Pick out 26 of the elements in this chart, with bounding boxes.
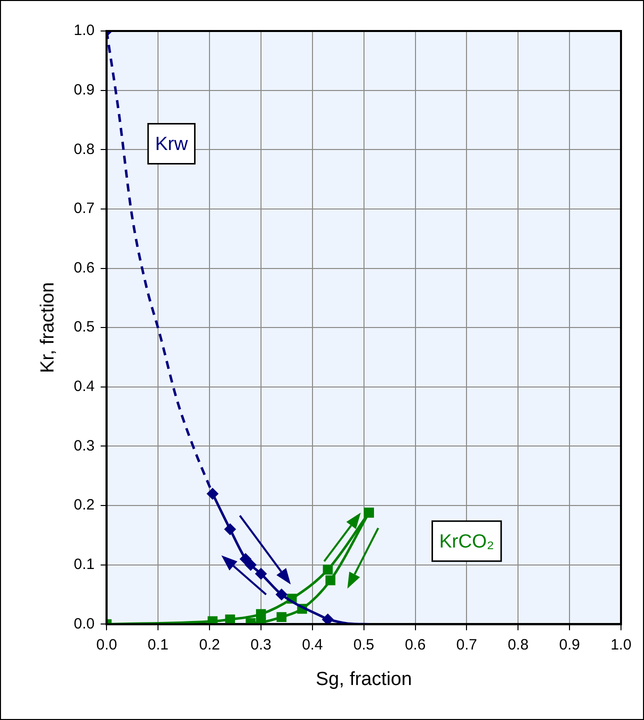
y-tick-label: 0.1 (74, 556, 95, 574)
x-tick-label: 0.9 (559, 636, 580, 654)
x-tick-label: 0.2 (199, 636, 220, 654)
x-tick-label: 0.8 (508, 636, 529, 654)
x-tick-label: 0.5 (353, 636, 374, 654)
x-tick-label: 0.3 (250, 636, 272, 654)
x-tick-label: 0.1 (148, 636, 169, 654)
x-tick-label: 0.0 (96, 636, 118, 654)
x-tick-label: 0.6 (404, 636, 426, 654)
y-tick-label: 0.5 (74, 318, 95, 336)
y-tick-label: 1.0 (74, 22, 95, 40)
x-axis-title: Sg, fraction (316, 668, 412, 690)
y-axis-title: Kr, fraction (38, 282, 59, 374)
y-tick-label: 0.4 (74, 378, 95, 396)
text: Krw (155, 134, 188, 155)
y-tick-label: 0.6 (74, 259, 95, 276)
y-tick-label: 0.2 (74, 496, 95, 514)
y-tick-label: 0.9 (74, 81, 95, 98)
y-tick-label: 0.8 (74, 140, 95, 158)
y-tick-label: 0.7 (74, 200, 95, 218)
x-tick-label: 0.4 (302, 636, 323, 654)
y-tick-label: 0.3 (74, 437, 95, 454)
y-tick-label: 0.0 (74, 615, 95, 632)
x-tick-label: 0.7 (456, 636, 478, 654)
text: KrCO₂ (439, 531, 494, 552)
x-tick-label: 1.0 (610, 636, 632, 654)
